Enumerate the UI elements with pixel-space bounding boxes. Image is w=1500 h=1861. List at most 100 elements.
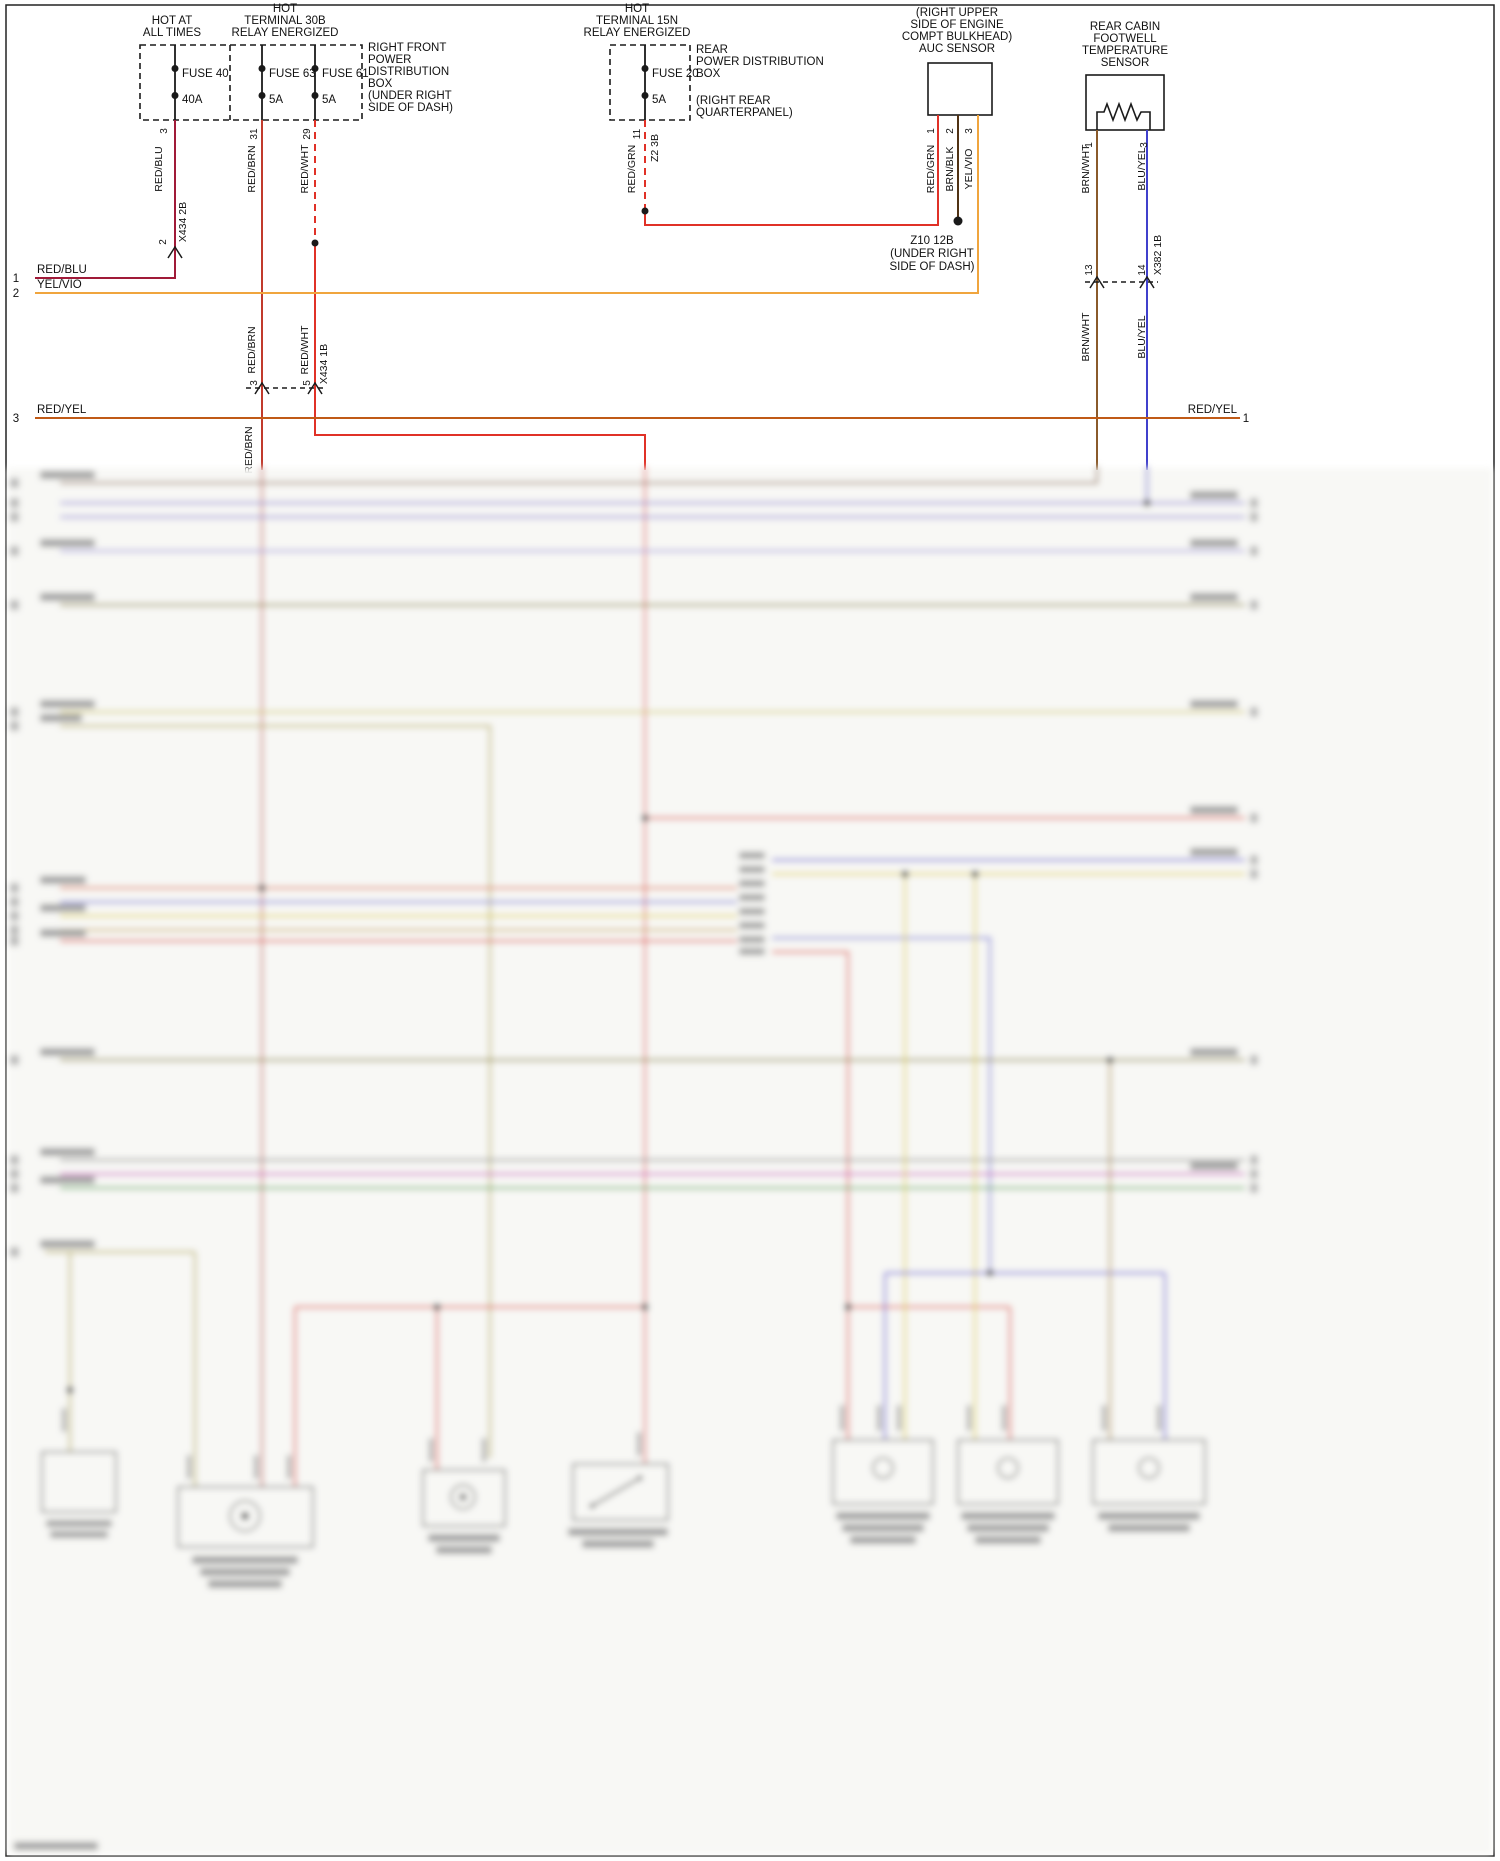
auc-sensor-title: (RIGHT UPPER <box>916 7 998 19</box>
pin-numbers: 3 31 29 11 1 2 3 1 3 2 13 14 3 5 <box>158 128 1150 386</box>
rear-pdb-label: REAR <box>696 44 728 56</box>
fuse-63-icon <box>258 45 266 120</box>
pin-number: 3 <box>964 128 975 134</box>
wire-label-blu-yel: BLU/YEL <box>1136 315 1148 358</box>
fuse-61-name: FUSE 61 <box>322 68 369 80</box>
auc-sensor-title: SIDE OF ENGINE <box>910 19 1004 31</box>
rear-cabin-temp-sensor-box <box>1085 74 1165 131</box>
row-number-2: 2 <box>13 288 19 300</box>
row3-wire-name: RED/YEL <box>37 404 87 416</box>
hot-all-times-title: HOT AT <box>152 15 192 27</box>
z10-ground-label: Z10 12B <box>910 235 954 247</box>
pin-number: 3 <box>1139 142 1150 148</box>
rear-cabin-sensor-title: SENSOR <box>1101 57 1150 69</box>
fuse-40-name: FUSE 40 <box>182 68 229 80</box>
fuse-40-amp: 40A <box>182 94 203 106</box>
wire-label-red-blu: RED/BLU <box>153 146 165 192</box>
pin-number: 14 <box>1137 264 1148 276</box>
blurred-components <box>41 1439 1206 1548</box>
connector-arrow-icon <box>167 245 183 259</box>
row3-wire-name-right: RED/YEL <box>1188 404 1238 416</box>
splice-dot <box>641 207 649 215</box>
hot-15n-title: HOT <box>625 3 649 15</box>
right-front-power-distribution-box <box>139 44 363 121</box>
wire-label-blu-yel: BLU/YEL <box>1136 147 1148 190</box>
hot-30b-title: HOT <box>273 3 297 15</box>
pin-number: 3 <box>159 128 170 134</box>
pin-number: 13 <box>1084 264 1095 276</box>
wire-label-brn-wht: BRN/WHT <box>1080 144 1092 194</box>
blurred-lower-region <box>8 466 1492 1854</box>
auc-sensor-box <box>927 62 993 116</box>
rf-pdb-label: RIGHT FRONT <box>368 42 446 54</box>
fuse-63-name: FUSE 63 <box>269 68 316 80</box>
rf-pdb-label: SIDE OF DASH) <box>368 102 453 114</box>
wire-label-red-brn: RED/BRN <box>246 145 258 192</box>
wire-label-red-brn: RED/BRN <box>246 326 258 373</box>
fuse-40-icon <box>171 45 179 120</box>
wire-red-wht <box>314 243 646 470</box>
page-border <box>5 4 1495 1857</box>
wire-red-blu <box>35 120 176 279</box>
z10-ground-label: SIDE OF DASH) <box>890 261 975 273</box>
row-number-3: 3 <box>13 413 19 425</box>
connector-arrow-icon <box>1139 275 1155 289</box>
rotated-wire-labels: RED/BLU RED/BRN RED/WHT RED/GRN Z2 3B RE… <box>153 134 1164 474</box>
wire-yel-vio <box>35 115 979 294</box>
fuse-63-amp: 5A <box>269 94 283 106</box>
hot-15n-title: TERMINAL 15N <box>596 15 678 27</box>
fuse-20-icon <box>641 45 649 120</box>
pin-number: 3 <box>249 380 260 386</box>
fuse-20-name: FUSE 20 <box>652 68 699 80</box>
hot-all-times-title: ALL TIMES <box>143 27 201 39</box>
connector-arrow-icon <box>254 381 270 395</box>
rear-cabin-sensor-title: FOOTWELL <box>1093 33 1157 45</box>
connector-label-z2-3b: Z2 3B <box>649 134 661 162</box>
rf-pdb-label: DISTRIBUTION <box>368 66 449 78</box>
row1-wire-name: RED/BLU <box>37 264 87 276</box>
rf-pdb-label: BOX <box>368 78 393 90</box>
wire-label-yel-vio: YEL/VIO <box>963 149 975 190</box>
pin-number: 31 <box>249 128 260 140</box>
splice-dot <box>311 239 319 247</box>
wire-label-red-brn: RED/BRN <box>243 426 255 473</box>
hot-15n-title: RELAY ENERGIZED <box>584 27 691 39</box>
rear-pdb-location: (RIGHT REAR <box>696 95 771 107</box>
rear-power-distribution-box <box>609 44 691 121</box>
margin-labels: 1 RED/BLU 2 YEL/VIO 3 RED/YEL RED/YEL 1 <box>13 264 1249 425</box>
connector-symbols <box>167 245 1158 395</box>
connector-label-x434-2b: X434 2B <box>177 202 189 242</box>
row-number-1: 1 <box>13 273 19 285</box>
wire-label-brn-wht: BRN/WHT <box>1080 312 1092 362</box>
ground-point-icon <box>953 216 963 226</box>
rf-pdb-label: POWER <box>368 54 411 66</box>
pin-number: 2 <box>945 128 956 134</box>
pin-number: 5 <box>302 380 313 386</box>
connector-label-x434-1b: X434 1B <box>318 344 330 384</box>
rear-pdb-location: QUARTERPANEL) <box>696 107 793 119</box>
wires-clear <box>35 115 1240 470</box>
rear-cabin-sensor-title: TEMPERATURE <box>1082 45 1168 57</box>
auc-sensor-title: COMPT BULKHEAD) <box>902 31 1013 43</box>
pin-number: 1 <box>926 128 937 134</box>
fuse-61-amp: 5A <box>322 94 336 106</box>
rear-pdb-label: BOX <box>696 68 721 80</box>
wire-label-red-grn: RED/GRN <box>626 145 638 193</box>
wire-label-brn-blk: BRN/BLK <box>944 147 956 192</box>
wire-label-red-grn: RED/GRN <box>925 145 937 193</box>
auc-sensor-title: AUC SENSOR <box>919 43 995 55</box>
connector-arrow-icon <box>307 381 323 395</box>
box-labels: RIGHT FRONT POWER DISTRIBUTION BOX (UNDE… <box>368 42 975 273</box>
hot-30b-title: RELAY ENERGIZED <box>232 27 339 39</box>
fuse-labels: FUSE 40 40A FUSE 63 5A FUSE 61 5A FUSE 2… <box>182 68 699 106</box>
connector-label-x382-1b: X382 1B <box>1152 235 1164 275</box>
rear-cabin-sensor-title: REAR CABIN <box>1090 21 1160 33</box>
fuse-61-icon <box>311 45 319 120</box>
z10-ground-label: (UNDER RIGHT <box>890 248 974 260</box>
wire-label-red-wht: RED/WHT <box>299 325 311 375</box>
rf-pdb-label: (UNDER RIGHT <box>368 90 452 102</box>
blurred-text-smudges <box>10 471 1258 1850</box>
pin-number: 11 <box>632 128 643 139</box>
